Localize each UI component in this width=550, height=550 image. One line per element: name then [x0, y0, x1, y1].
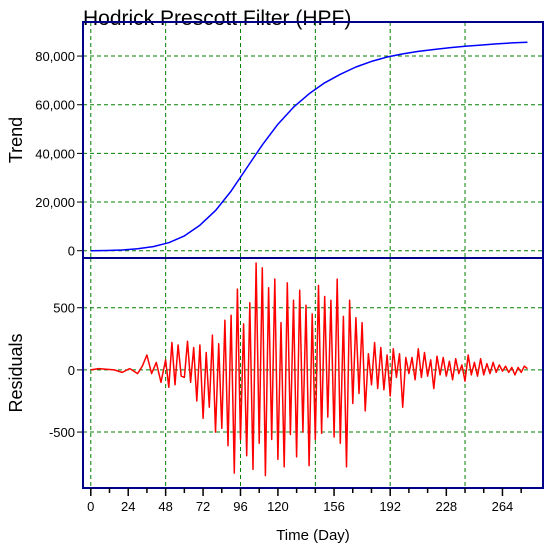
- residuals-panel: -500 0 500 Residuals: [6, 257, 544, 489]
- residuals-y-tick-label: 500: [53, 301, 75, 316]
- residuals-series: [90, 262, 528, 477]
- trend-y-tick-label: 80,000: [35, 49, 75, 64]
- trend-grid: [83, 22, 543, 258]
- trend-series: [90, 41, 528, 252]
- trend-line: [90, 41, 528, 252]
- trend-y-tick-label: 20,000: [35, 195, 75, 210]
- residuals-line: [90, 262, 528, 477]
- trend-y-axis-label: Trend: [6, 117, 26, 163]
- x-tick-label: 120: [267, 499, 289, 514]
- trend-y-tick-label: 0: [68, 244, 75, 259]
- residuals-grid: [83, 258, 543, 488]
- x-tick-label: 48: [158, 499, 172, 514]
- x-tick-label: 96: [233, 499, 247, 514]
- x-tick-label: 24: [121, 499, 135, 514]
- x-tick-label: 0: [87, 499, 94, 514]
- trend-frame: [82, 21, 544, 259]
- x-tick-label: 264: [492, 499, 514, 514]
- x-tick-label: 228: [435, 499, 457, 514]
- residuals-y-ticks: -500 0 500: [49, 301, 83, 440]
- trend-panel: 0 20,000 40,000 60,000 80,000 Trend: [6, 21, 544, 259]
- chart-title: Hodrick Prescott Filter (HPF): [83, 7, 351, 30]
- x-axis: 0 24 48 72 96 120 156 192 228 264: [87, 488, 522, 514]
- residuals-frame: [82, 257, 544, 489]
- x-tick-label: 192: [379, 499, 401, 514]
- x-tick-label: 72: [196, 499, 210, 514]
- trend-y-tick-label: 40,000: [35, 146, 75, 161]
- residuals-y-tick-label: -500: [49, 425, 75, 440]
- x-axis-label: Time (Day): [276, 527, 350, 544]
- residuals-y-tick-label: 0: [68, 363, 75, 378]
- trend-y-ticks: 0 20,000 40,000 60,000 80,000: [35, 49, 83, 259]
- x-tick-label: 156: [323, 499, 345, 514]
- trend-y-tick-label: 60,000: [35, 98, 75, 113]
- residuals-y-axis-label: Residuals: [6, 333, 26, 412]
